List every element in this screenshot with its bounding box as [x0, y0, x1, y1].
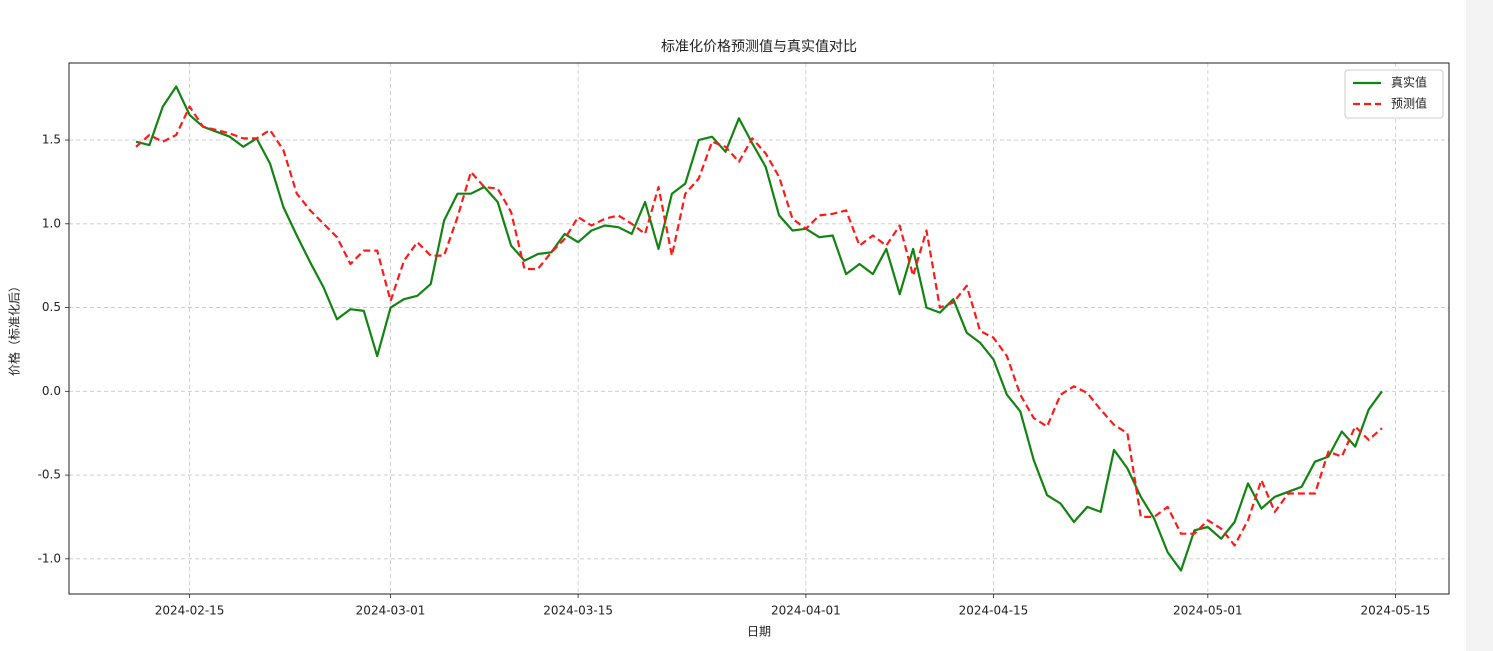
- y-axis-label: 价格（标准化后）: [7, 280, 22, 376]
- x-tick-label: 2024-05-15: [1361, 604, 1431, 618]
- x-tick-label: 2024-05-01: [1173, 604, 1243, 618]
- data-line: [135, 105, 1383, 547]
- chart-title: 标准化价格预测值与真实值对比: [661, 39, 857, 55]
- y-tick-label: 0.0: [42, 384, 61, 398]
- data-line: [135, 85, 1383, 572]
- x-axis-label: 日期: [747, 625, 771, 639]
- plot-frame: [68, 62, 1450, 595]
- y-tick-label: 0.5: [42, 300, 61, 314]
- y-tick-label: 1.0: [42, 216, 61, 230]
- legend-label: 真实值: [1391, 75, 1427, 90]
- x-tick-label: 2024-02-15: [155, 604, 225, 618]
- y-tick-label: 1.5: [42, 133, 61, 147]
- x-tick-label: 2024-04-01: [771, 604, 841, 618]
- x-tick-label: 2024-03-15: [543, 604, 613, 618]
- y-tick-label: -1.0: [38, 551, 61, 565]
- y-tick-label: -0.5: [38, 468, 61, 482]
- scrollbar: [1466, 0, 1493, 651]
- x-tick-label: 2024-04-15: [959, 604, 1029, 618]
- x-tick-label: 2024-03-01: [356, 604, 426, 618]
- legend-label: 预测值: [1391, 96, 1427, 111]
